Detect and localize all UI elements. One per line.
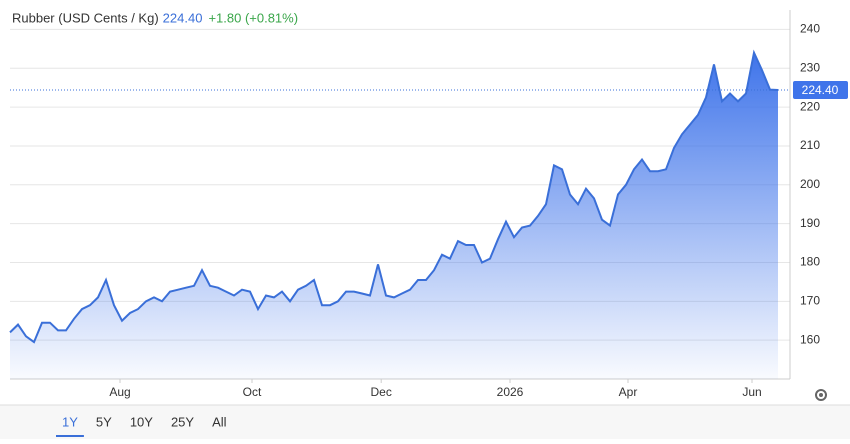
range-button[interactable]: 10Y: [130, 414, 153, 429]
y-tick-label: 170: [800, 293, 820, 307]
range-button[interactable]: 5Y: [96, 414, 112, 429]
x-tick-label: Aug: [109, 385, 130, 399]
area-fill: [10, 52, 778, 379]
y-tick-label: 230: [800, 60, 820, 74]
range-button[interactable]: 25Y: [171, 414, 194, 429]
settings-icon[interactable]: [815, 389, 827, 401]
chart-title: Rubber (USD Cents / Kg): [12, 10, 159, 25]
x-tick-label: Apr: [619, 385, 638, 399]
x-tick-label: Jun: [742, 385, 761, 399]
range-bar: [0, 405, 850, 439]
x-tick-label: Oct: [243, 385, 262, 399]
range-button[interactable]: 1Y: [62, 414, 78, 429]
header-price: 224.40: [163, 10, 203, 25]
x-tick-label: Dec: [371, 385, 392, 399]
y-tick-label: 210: [800, 138, 820, 152]
y-tick-label: 240: [800, 22, 820, 36]
y-tick-label: 160: [800, 332, 820, 346]
price-line: [9, 49, 779, 344]
last-price-label: 224.40: [802, 83, 839, 97]
last-price-box: [793, 81, 848, 100]
x-tick-label: 2026: [497, 385, 524, 399]
y-tick-label: 190: [800, 216, 820, 230]
header-change: +1.80 (+0.81%): [208, 10, 298, 25]
y-tick-label: 200: [800, 177, 820, 191]
y-tick-label: 180: [800, 255, 820, 269]
y-tick-label: 220: [800, 99, 820, 113]
range-button[interactable]: All: [212, 414, 227, 429]
